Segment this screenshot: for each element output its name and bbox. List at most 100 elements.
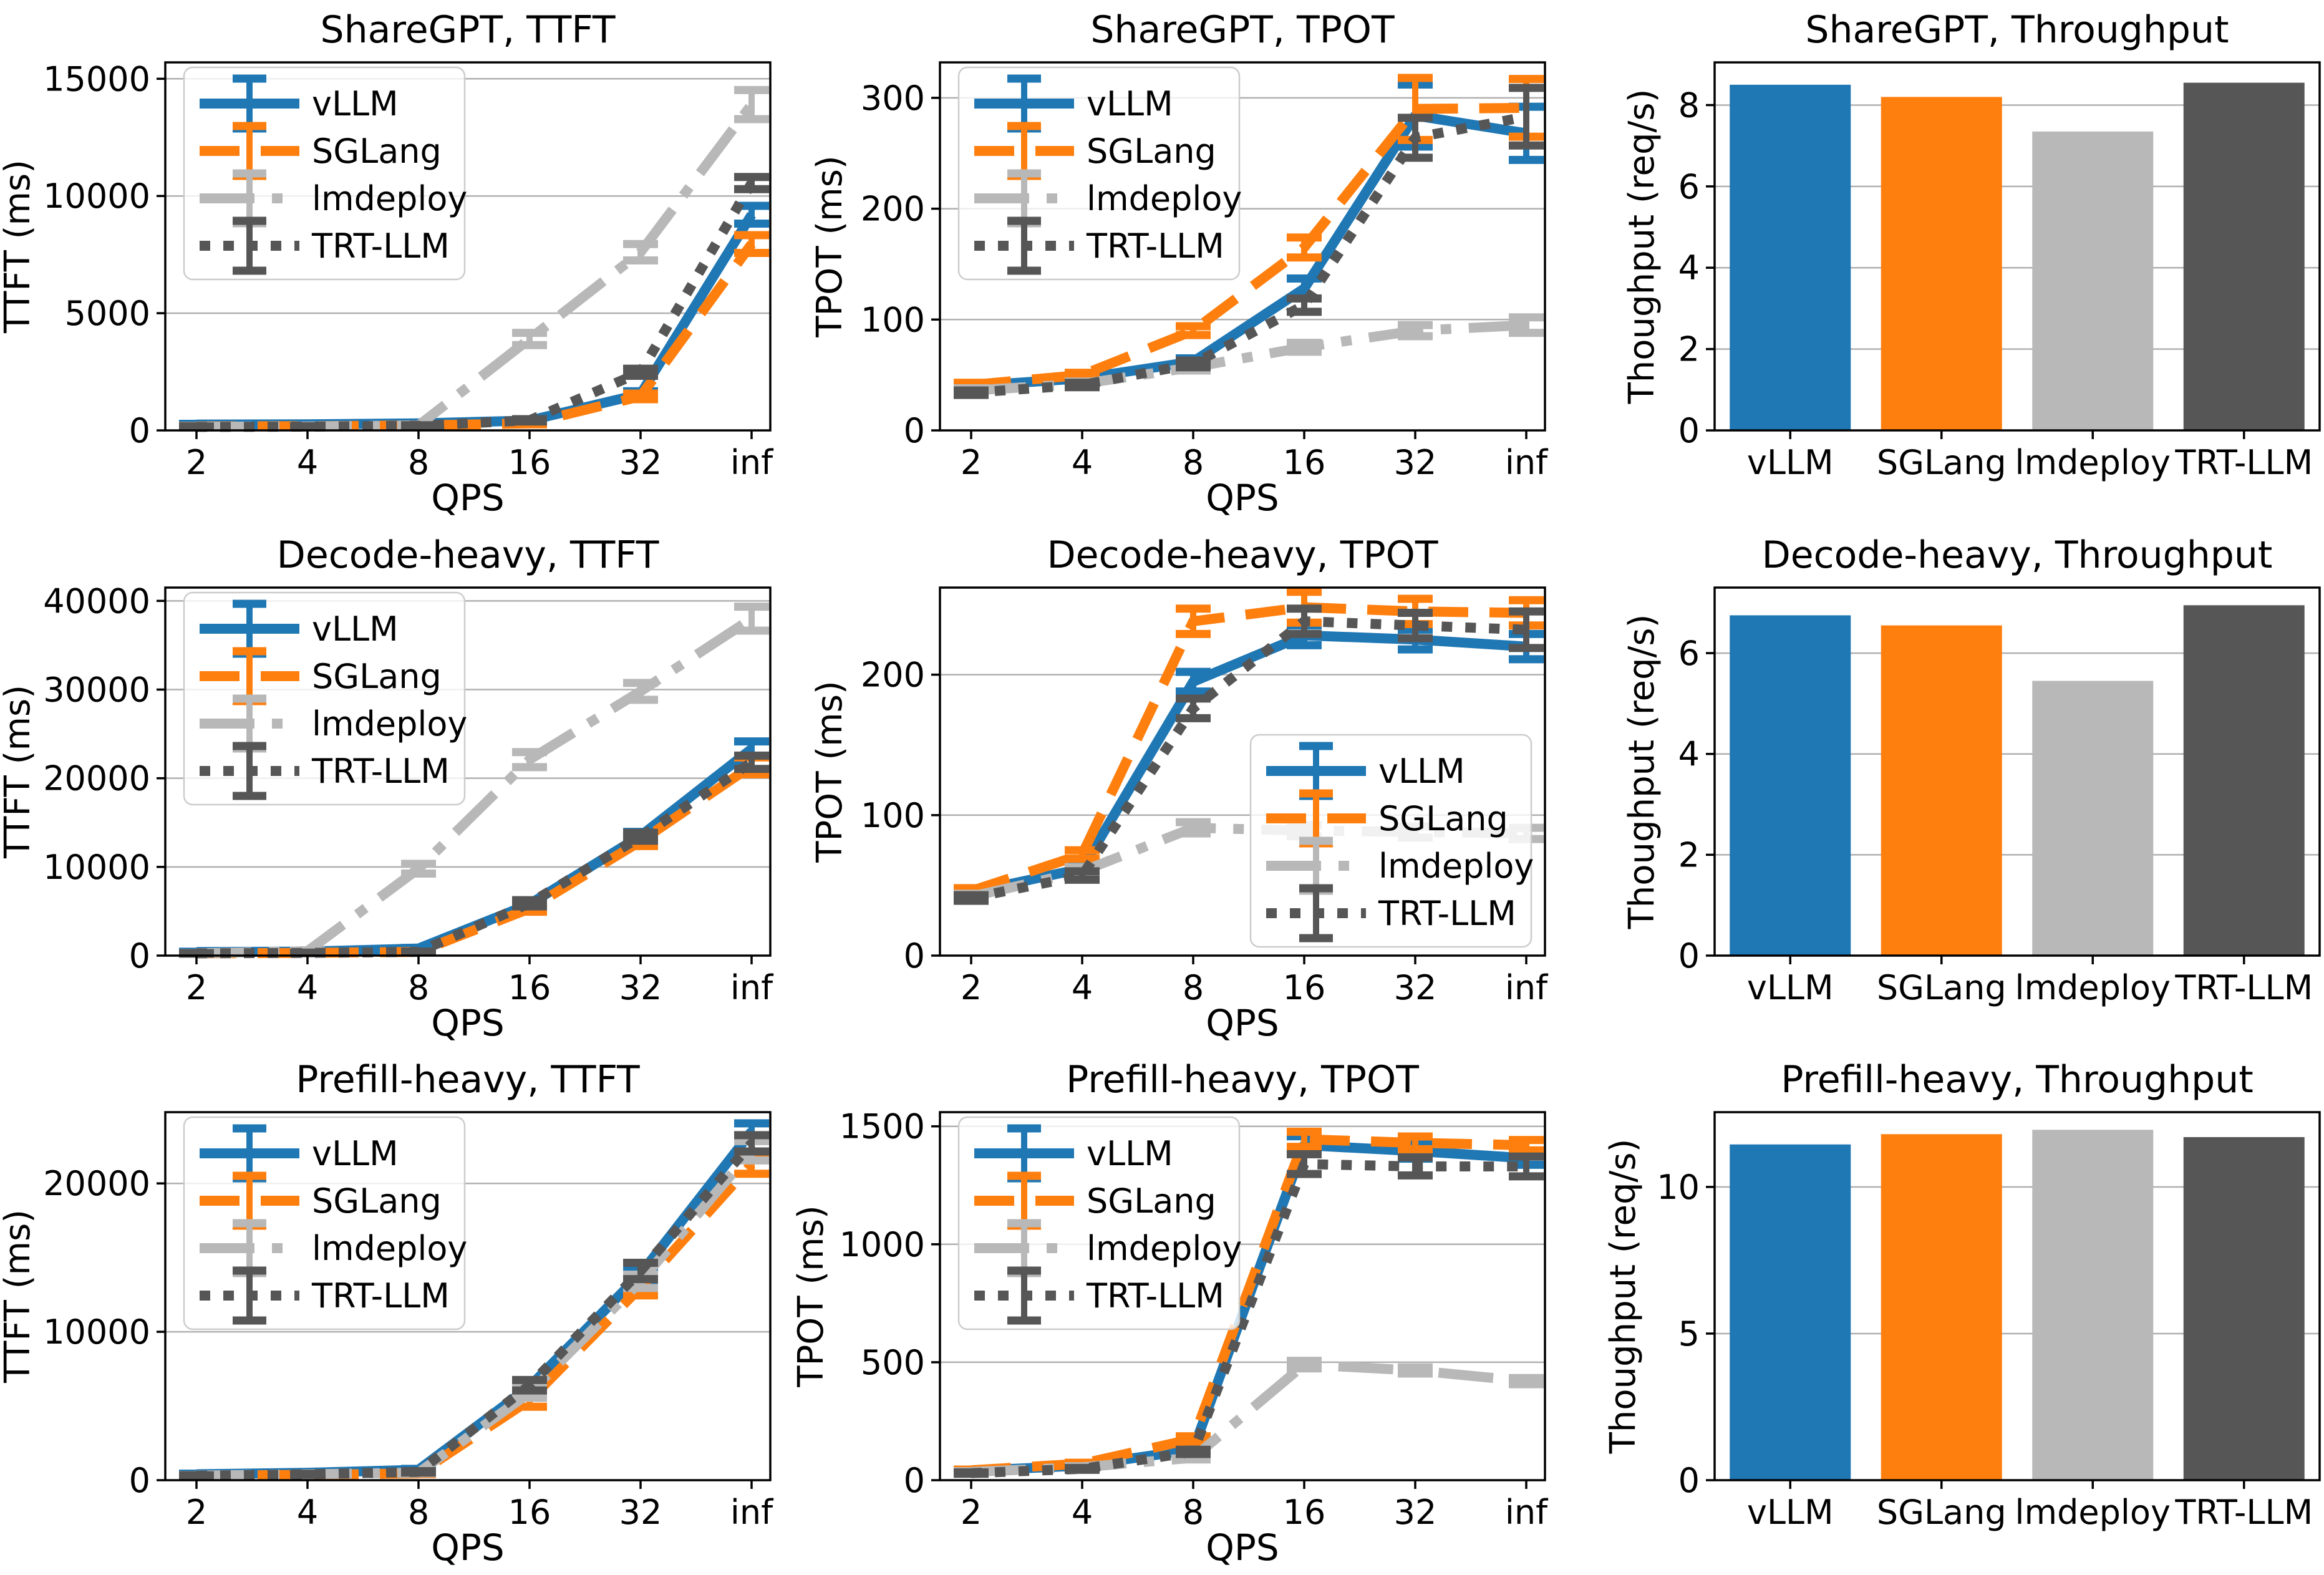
legend-label: TRT-LLM <box>311 226 450 266</box>
legend-item-lmdeploy: lmdeploy <box>1266 836 1534 895</box>
legend-label: vLLM <box>312 1134 399 1173</box>
x-tick-label: TRT-LLM <box>2174 443 2313 482</box>
x-tick-label: 32 <box>1394 968 1437 1007</box>
x-tick-label: vLLM <box>1747 443 1834 482</box>
x-tick-label: inf <box>1505 968 1549 1007</box>
bars-group <box>1730 82 2305 431</box>
series-group <box>954 74 1544 399</box>
y-tick-label: 0 <box>904 936 925 976</box>
x-tick-label: 4 <box>1072 1493 1093 1532</box>
y-tick-label: 0 <box>129 936 150 976</box>
bar-vLLM <box>1730 615 1851 956</box>
subplot-decode-heavy-tpot: 0 100 200 2 4 8 16 32 inf QPS TPOT (ms) Decode-heav… <box>775 525 1549 1050</box>
y-axis-label: TPOT (ms) <box>791 1206 831 1388</box>
bar-SGLang <box>1881 625 2002 956</box>
legend-label: TRT-LLM <box>311 1276 450 1316</box>
axes: 0 10000 20000 2 4 8 16 32 inf QPS TTFT (ms) Prefill… <box>0 1058 774 1569</box>
subplot-prefill-heavy-ttft: 0 10000 20000 2 4 8 16 32 inf QPS TTFT (ms) Prefill… <box>0 1050 775 1575</box>
bar-vLLM <box>1730 1145 1851 1481</box>
bar-TRT-LLM <box>2183 604 2305 956</box>
series-group <box>954 587 1544 905</box>
series-TRT-LLM <box>179 1131 769 1481</box>
subplot-prefill-heavy-throughput: 0 5 10 vLLM SGLang lmdeploy TRT-LLM Thoughput (… <box>1549 1050 2324 1575</box>
x-tick-label: TRT-LLM <box>2174 1493 2313 1532</box>
y-tick-label: 2 <box>1678 835 1700 875</box>
sharegpt-throughput-chart: 0 2 4 6 8 vLLM SGLang lmdeploy TRT-LLM Thoughput … <box>1622 8 2321 482</box>
x-tick-label: 16 <box>1283 1493 1326 1532</box>
axes: 0 2 4 6 8 vLLM SGLang lmdeploy TRT-LLM Thoughput … <box>1622 8 2321 482</box>
y-tick-label: 10000 <box>43 177 150 216</box>
legend-label: SGLang <box>312 132 442 171</box>
bars-group <box>1730 1130 2305 1481</box>
x-tick-label: 16 <box>508 1493 551 1532</box>
x-tick-label: 8 <box>408 443 429 482</box>
plot-frame <box>939 1111 1546 1482</box>
legend-item-TRT-LLM: TRT-LLM <box>200 742 450 800</box>
axes: 0 100 200 2 4 8 16 32 inf QPS TPOT (ms) Decode-heav… <box>810 533 1549 1044</box>
y-tick-label: 200 <box>861 190 925 229</box>
legend: vLLM SGLang lmdeploy TRT-LLM <box>183 591 467 805</box>
y-tick-label: 10 <box>1657 1168 1700 1207</box>
legend-item-lmdeploy: lmdeploy <box>200 694 467 753</box>
y-tick-label: 6 <box>1678 167 1700 206</box>
y-tick-label: 0 <box>129 411 150 450</box>
legend: vLLM SGLang lmdeploy TRT-LLM <box>183 66 467 281</box>
x-tick-label: 16 <box>1283 443 1326 482</box>
y-tick-label: 100 <box>861 795 925 835</box>
subplot-prefill-heavy-tpot: 0 500 1000 1500 2 4 8 16 32 inf QPS TPOT (ms) Prefil… <box>775 1050 1549 1575</box>
legend: vLLM SGLang lmdeploy TRT-LLM <box>957 66 1242 281</box>
legend-label: TRT-LLM <box>311 752 450 791</box>
plot-frame <box>1713 586 2321 957</box>
plot-frame <box>939 61 1546 432</box>
subplot-decode-heavy-throughput: 0 2 4 6 vLLM SGLang lmdeploy TRT-LLM Thoughput (… <box>1549 525 2324 1050</box>
x-tick-label: lmdeploy <box>2015 443 2171 482</box>
legend-label: lmdeploy <box>312 179 467 218</box>
x-tick-label: SGLang <box>1877 1493 2007 1532</box>
legend-label: SGLang <box>1087 1181 1216 1221</box>
bar-SGLang <box>1881 1134 2002 1481</box>
legend-label: vLLM <box>1087 84 1173 124</box>
x-tick-label: inf <box>1505 443 1549 482</box>
legend: vLLM SGLang lmdeploy TRT-LLM <box>957 1117 1242 1330</box>
x-tick-label: 4 <box>297 1493 318 1532</box>
x-tick-label: vLLM <box>1747 968 1834 1007</box>
chart-title: ShareGPT, TTFT <box>321 8 616 52</box>
y-tick-label: 0 <box>904 411 925 450</box>
bar-TRT-LLM <box>2183 1137 2305 1481</box>
axes: 0 10000 20000 30000 40000 2 4 8 16 32 inf QPS TTFT (… <box>0 533 774 1044</box>
legend-item-vLLM: vLLM <box>974 1124 1173 1183</box>
legend-item-TRT-LLM: TRT-LLM <box>200 216 450 275</box>
x-tick-label: 16 <box>1283 968 1326 1007</box>
axes: 0 5 10 vLLM SGLang lmdeploy TRT-LLM Thoughput (… <box>1603 1058 2321 1532</box>
y-tick-label: 5000 <box>65 294 150 333</box>
y-axis-label: TPOT (ms) <box>810 155 850 337</box>
y-tick-label: 1500 <box>840 1107 925 1146</box>
x-tick-label: 2 <box>186 1493 207 1532</box>
legend-label: vLLM <box>312 84 399 124</box>
legend-label: vLLM <box>1087 1134 1173 1173</box>
series-group <box>179 1119 769 1481</box>
y-tick-label: 2 <box>1678 330 1700 369</box>
y-tick-label: 0 <box>129 1461 150 1500</box>
subplot-sharegpt-throughput: 0 2 4 6 8 vLLM SGLang lmdeploy TRT-LLM Thoughput … <box>1549 0 2324 525</box>
x-tick-label: inf <box>1505 1493 1549 1532</box>
chart-title: Prefill-heavy, TTFT <box>296 1058 640 1102</box>
chart-title: ShareGPT, Throughput <box>1805 8 2229 52</box>
chart-title: Decode-heavy, TPOT <box>1047 533 1438 577</box>
y-tick-label: 15000 <box>43 59 150 99</box>
y-tick-label: 4 <box>1678 248 1700 288</box>
series-lmdeploy <box>954 1357 1544 1478</box>
legend-label: TRT-LLM <box>1378 894 1516 933</box>
subplot-decode-heavy-ttft: 0 10000 20000 30000 40000 2 4 8 16 32 inf QPS TTFT (… <box>0 525 775 1050</box>
y-tick-label: 8 <box>1678 85 1700 125</box>
series-TRT-LLM <box>954 604 1544 905</box>
legend-label: SGLang <box>312 657 442 696</box>
y-tick-label: 20000 <box>43 758 150 798</box>
x-tick-label: 2 <box>961 443 982 482</box>
series-group <box>179 85 769 432</box>
legend-item-TRT-LLM: TRT-LLM <box>200 1266 450 1325</box>
y-axis-label: Thoughput (req/s) <box>1603 1139 1644 1455</box>
x-tick-label: lmdeploy <box>2015 1493 2171 1532</box>
x-tick-label: vLLM <box>1747 1493 1834 1532</box>
legend-label: lmdeploy <box>1378 846 1534 886</box>
